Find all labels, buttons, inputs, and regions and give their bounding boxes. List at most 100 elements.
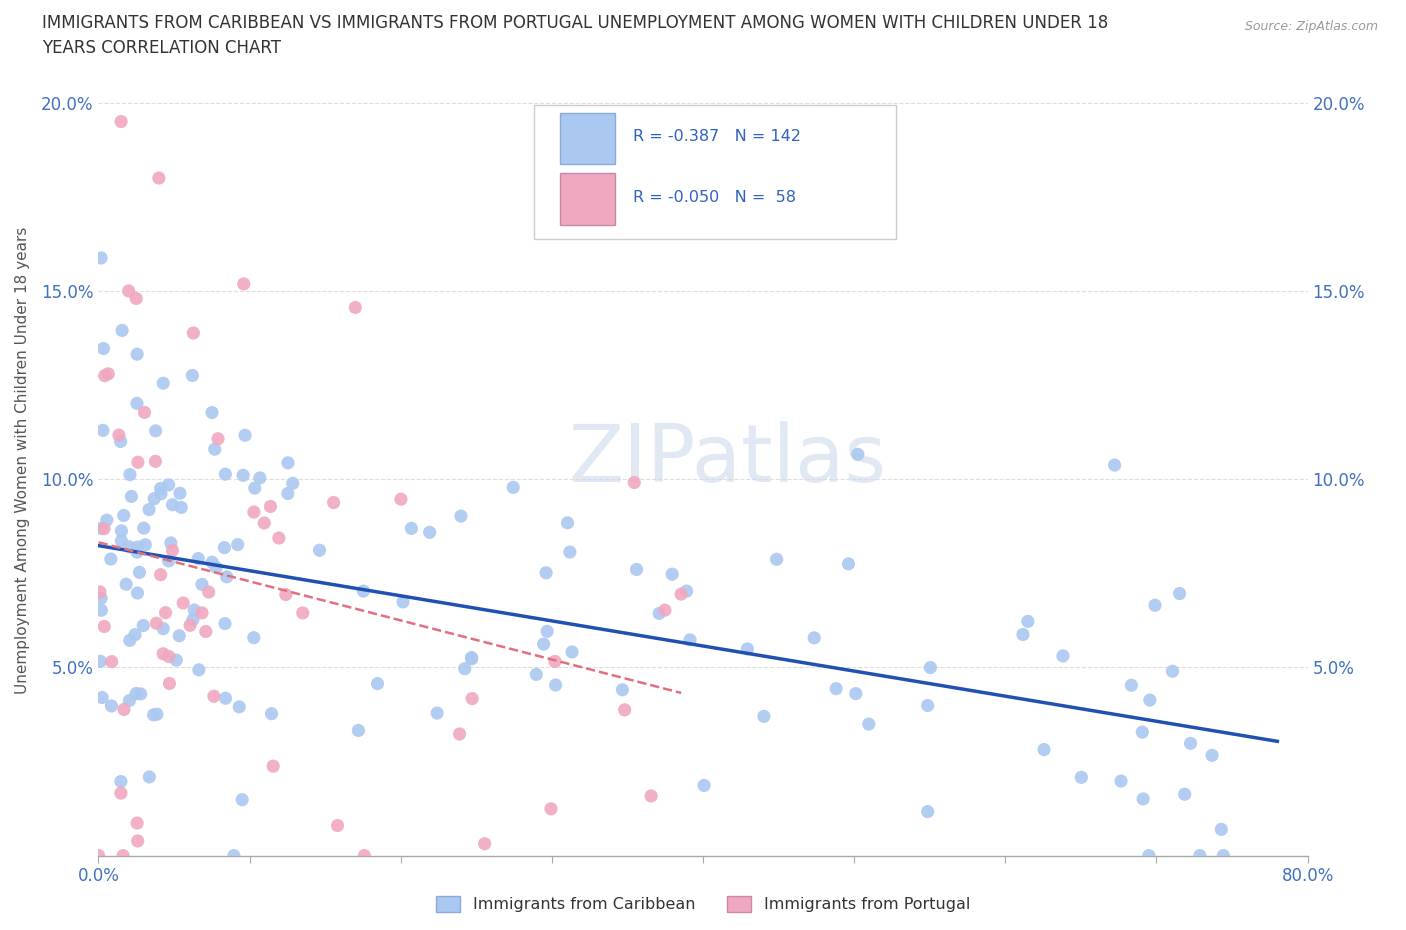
Point <box>291 605 314 620</box>
Point <box>1188 848 1211 863</box>
Point <box>124 627 146 642</box>
Point <box>112 848 135 863</box>
Point <box>277 486 299 501</box>
Point <box>134 538 156 552</box>
Point <box>118 633 141 648</box>
Point <box>120 489 142 504</box>
Point <box>127 545 149 560</box>
Point <box>110 434 132 449</box>
Point <box>308 543 330 558</box>
Point <box>460 651 482 666</box>
Point <box>214 691 236 706</box>
Point <box>426 706 449 721</box>
Text: YEARS CORRELATION CHART: YEARS CORRELATION CHART <box>42 39 281 57</box>
Point <box>392 594 415 609</box>
Point <box>127 455 149 470</box>
Point <box>267 531 290 546</box>
Point <box>454 661 477 676</box>
Point <box>640 789 662 804</box>
Point <box>201 555 224 570</box>
Point <box>737 642 759 657</box>
Point <box>127 347 149 362</box>
Point <box>149 567 172 582</box>
Point <box>669 587 692 602</box>
Point <box>172 595 194 610</box>
Point <box>449 726 471 741</box>
Point <box>100 698 122 713</box>
Point <box>146 707 169 722</box>
Point <box>112 702 135 717</box>
Point <box>145 423 167 438</box>
Point <box>134 405 156 419</box>
Point <box>111 323 134 338</box>
Point <box>231 792 253 807</box>
Point <box>322 495 344 510</box>
Point <box>460 650 482 665</box>
Point <box>181 368 204 383</box>
Point <box>228 699 250 714</box>
Point <box>249 471 271 485</box>
Point <box>1070 770 1092 785</box>
Point <box>540 802 562 817</box>
Point <box>1143 598 1166 613</box>
Point <box>143 491 166 506</box>
Point <box>917 804 939 819</box>
Point <box>1052 648 1074 663</box>
Point <box>100 654 122 669</box>
Point <box>232 276 254 291</box>
Point <box>353 848 375 863</box>
Point <box>149 481 172 496</box>
Point <box>401 521 423 536</box>
Point <box>202 689 225 704</box>
Point <box>183 326 205 340</box>
Point <box>93 521 115 536</box>
Point <box>277 456 299 471</box>
Point <box>90 591 112 605</box>
Point <box>243 631 266 645</box>
Point <box>1201 748 1223 763</box>
Point <box>91 423 114 438</box>
Point <box>419 525 441 539</box>
Point <box>845 686 868 701</box>
Point <box>803 631 825 645</box>
Point <box>661 566 683 581</box>
Point <box>183 603 205 618</box>
Point <box>110 534 132 549</box>
Point <box>93 619 115 634</box>
Point <box>142 708 165 723</box>
Point <box>197 585 219 600</box>
Point <box>191 577 214 591</box>
Point <box>128 565 150 579</box>
Point <box>1180 736 1202 751</box>
Point <box>157 649 180 664</box>
Point <box>215 569 238 584</box>
FancyBboxPatch shape <box>561 113 614 164</box>
Point <box>165 653 187 668</box>
Point <box>648 606 671 621</box>
Point <box>1212 848 1234 863</box>
Point <box>129 686 152 701</box>
Point <box>1104 458 1126 472</box>
Point <box>825 682 848 697</box>
Point <box>1012 627 1035 642</box>
Point <box>127 586 149 601</box>
Legend: Immigrants from Caribbean, Immigrants from Portugal: Immigrants from Caribbean, Immigrants fr… <box>429 889 977 919</box>
Point <box>326 818 349 833</box>
Point <box>226 538 249 552</box>
Point <box>557 515 579 530</box>
Point <box>214 617 236 631</box>
Point <box>160 536 183 551</box>
Point <box>110 524 132 538</box>
Point <box>262 759 284 774</box>
Point <box>623 475 645 490</box>
Point <box>108 428 131 443</box>
Point <box>207 432 229 446</box>
Point <box>544 654 567 669</box>
Point <box>765 551 787 566</box>
Point <box>232 468 254 483</box>
Point <box>125 291 148 306</box>
Point <box>347 723 370 737</box>
Point <box>1033 742 1056 757</box>
Point <box>837 556 859 571</box>
Point <box>127 833 149 848</box>
